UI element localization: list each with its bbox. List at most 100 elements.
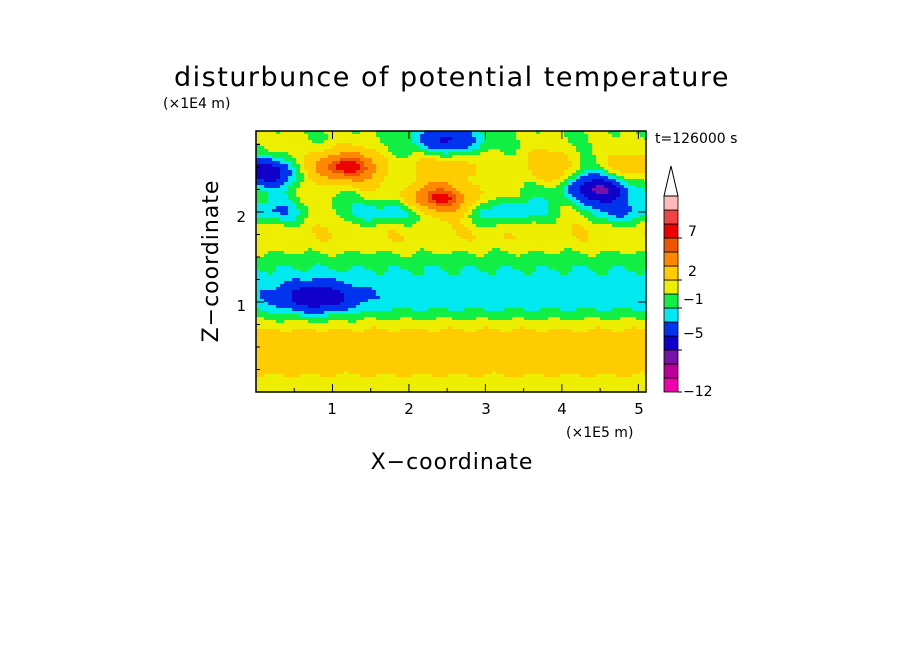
contour-cell (416, 200, 421, 204)
contour-cell (640, 257, 645, 261)
contour-cell (552, 185, 557, 189)
contour-cell (292, 272, 297, 276)
contour-cell (324, 167, 329, 171)
contour-cell (524, 212, 529, 216)
contour-cell (488, 164, 493, 168)
contour-cell (308, 194, 313, 198)
contour-cell (564, 146, 569, 150)
contour-cell (644, 278, 646, 282)
contour-cell (472, 251, 477, 255)
contour-cell (644, 239, 646, 243)
contour-cell (612, 239, 617, 243)
contour-cell (280, 221, 285, 225)
contour-cell (324, 140, 329, 144)
contour-cell (560, 188, 565, 192)
contour-cell (580, 218, 585, 222)
contour-cell (388, 227, 393, 231)
contour-cell (360, 200, 365, 204)
contour-cell (352, 242, 357, 246)
contour-cell (544, 197, 549, 201)
contour-cell (512, 257, 517, 261)
contour-cell (516, 254, 521, 258)
contour-cell (256, 275, 261, 279)
contour-cell (492, 140, 497, 144)
contour-cell (516, 146, 521, 150)
contour-cell (564, 194, 569, 198)
contour-cell (584, 152, 589, 156)
contour-cell (480, 194, 485, 198)
contour-cell (468, 164, 473, 168)
contour-cell (408, 212, 413, 216)
contour-cell (452, 170, 457, 174)
contour-cell (344, 134, 349, 138)
contour-cell (612, 188, 617, 192)
contour-cell (404, 146, 409, 150)
contour-cell (300, 131, 305, 135)
contour-cell (632, 263, 637, 267)
contour-cell (524, 167, 529, 171)
contour-cell (416, 146, 421, 150)
contour-cell (612, 269, 617, 273)
contour-cell (608, 251, 613, 255)
contour-cell (284, 173, 289, 177)
contour-cell (308, 269, 313, 273)
contour-cell (404, 251, 409, 255)
contour-cell (476, 218, 481, 222)
contour-cell (280, 200, 285, 204)
contour-cell (340, 251, 345, 255)
contour-cell (364, 230, 369, 234)
contour-cell (300, 236, 305, 240)
contour-cell (340, 203, 345, 207)
contour-cell (416, 239, 421, 243)
contour-cell (272, 134, 277, 138)
contour-cell (424, 167, 429, 171)
contour-cell (612, 167, 617, 171)
contour-cell (640, 215, 645, 219)
contour-cell (376, 194, 381, 198)
contour-cell (452, 224, 457, 228)
contour-cell (428, 245, 433, 249)
contour-cell (284, 233, 289, 237)
contour-cell (440, 233, 445, 237)
contour-cell (616, 254, 621, 258)
contour-cell (608, 221, 613, 225)
contour-cell (312, 281, 317, 285)
contour-cell (568, 182, 573, 186)
contour-cell (420, 239, 425, 243)
time-label: t=126000 s (655, 131, 737, 147)
contour-cell (356, 203, 361, 207)
contour-cell (476, 275, 481, 279)
contour-cell (592, 224, 597, 228)
contour-cell (304, 269, 309, 273)
contour-cell (488, 221, 493, 225)
contour-cell (284, 281, 289, 285)
contour-cell (416, 137, 421, 141)
contour-cell (384, 179, 389, 183)
contour-cell (604, 245, 609, 249)
contour-cell (412, 221, 417, 225)
contour-cell (368, 209, 373, 213)
contour-cell (572, 179, 577, 183)
contour-cell (464, 272, 469, 276)
contour-cell (524, 221, 529, 225)
contour-cell (496, 185, 501, 189)
contour-cell (348, 191, 353, 195)
contour-cell (628, 200, 633, 204)
contour-cell (608, 245, 613, 249)
contour-cell (508, 218, 513, 222)
contour-cell (644, 158, 646, 162)
contour-cell (388, 194, 393, 198)
contour-cell (336, 155, 341, 159)
contour-cell (384, 143, 389, 147)
contour-cell (296, 230, 301, 234)
contour-cell (468, 227, 473, 231)
contour-cell (436, 227, 441, 231)
contour-cell (624, 188, 629, 192)
contour-cell (300, 212, 305, 216)
contour-cell (504, 281, 509, 285)
contour-cell (532, 221, 537, 225)
contour-cell (584, 161, 589, 165)
contour-cell (268, 152, 273, 156)
contour-cell (272, 212, 277, 216)
contour-cell (480, 260, 485, 264)
